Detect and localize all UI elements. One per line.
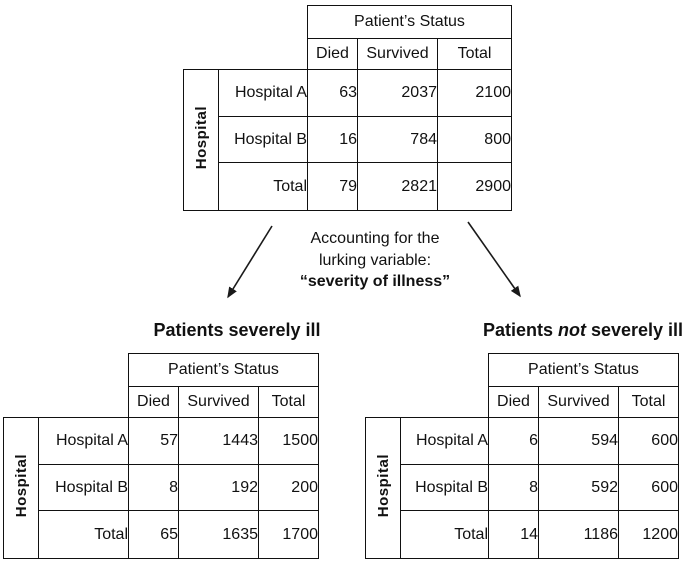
row-axis-label-text: Hospital [192, 105, 210, 170]
col-header-died: Died [128, 386, 179, 418]
cell-hospital-a-total: 600 [618, 417, 679, 465]
blank-corner [4, 387, 129, 418]
not-severe-table-title: Patients not severely ill [483, 320, 683, 340]
cell-total-died: 65 [128, 510, 179, 559]
annotation-line-3: “severity of illness” [299, 273, 451, 290]
cell-hospital-a-survived: 2037 [357, 69, 438, 117]
blank-corner [366, 387, 489, 418]
cell-hospital-a-died: 6 [488, 417, 539, 465]
col-header-total: Total [437, 38, 512, 70]
cell-total-died: 14 [488, 510, 539, 559]
cell-hospital-a-total: 1500 [258, 417, 319, 465]
cell-hospital-b-total: 200 [258, 464, 319, 511]
col-header-survived: Survived [178, 386, 259, 418]
cell-hospital-a-died: 57 [128, 417, 179, 465]
severe-table-block: Patient’s Status Died Survived Total Hos… [3, 353, 319, 559]
cell-grand-total: 1700 [258, 510, 319, 559]
cell-hospital-b-survived: 592 [538, 464, 619, 511]
cell-hospital-a-total: 2100 [437, 69, 512, 117]
col-header-total: Total [258, 386, 319, 418]
row-label-hospital-a: Hospital A [400, 417, 489, 465]
lurking-variable-annotation: Accounting for the lurking variable: “se… [300, 228, 450, 293]
row-label-hospital-b: Hospital B [218, 116, 308, 163]
cell-grand-total: 2900 [437, 162, 512, 211]
right-arrow [467, 221, 521, 298]
col-header-died: Died [488, 386, 539, 418]
row-axis-label-hospital: Hospital [3, 417, 39, 559]
group-header-patients-status: Patient’s Status [128, 353, 319, 387]
row-axis-label-hospital: Hospital [183, 69, 219, 211]
group-header-patients-status: Patient’s Status [307, 5, 512, 39]
col-header-total: Total [618, 386, 679, 418]
cell-hospital-b-died: 16 [307, 116, 358, 163]
annotation-line-1: Accounting for the [310, 230, 440, 247]
title-emphasis-not: not [557, 320, 586, 340]
col-header-survived: Survived [538, 386, 619, 418]
cell-hospital-b-survived: 192 [178, 464, 259, 511]
cell-hospital-b-died: 8 [128, 464, 179, 511]
row-label-hospital-b: Hospital B [38, 464, 129, 511]
arrows-layer [227, 221, 521, 299]
severe-table-title: Patients severely ill [153, 320, 321, 340]
title-post: severely ill [585, 320, 684, 340]
left-arrow [227, 225, 273, 299]
group-header-patients-status: Patient’s Status [488, 353, 679, 387]
not-severe-table-block: Patient’s Status Died Survived Total Hos… [365, 353, 679, 559]
cell-hospital-b-total: 800 [437, 116, 512, 163]
row-label-total: Total [400, 510, 489, 559]
cell-hospital-a-survived: 1443 [178, 417, 259, 465]
cell-total-died: 79 [307, 162, 358, 211]
row-axis-label-text: Hospital [374, 453, 392, 518]
row-label-hospital-b: Hospital B [400, 464, 489, 511]
cell-grand-total: 1200 [618, 510, 679, 559]
row-label-total: Total [38, 510, 129, 559]
col-header-survived: Survived [357, 38, 438, 70]
col-header-died: Died [307, 38, 358, 70]
cell-total-survived: 2821 [357, 162, 438, 211]
overall-table-block: Patient’s Status Died Survived Total Hos… [183, 5, 512, 211]
cell-total-survived: 1635 [178, 510, 259, 559]
cell-hospital-b-survived: 784 [357, 116, 438, 163]
severe-contingency-table: Patient’s Status Died Survived Total Hos… [3, 353, 319, 559]
blank-corner [184, 6, 308, 39]
row-axis-label-hospital: Hospital [365, 417, 401, 559]
annotation-line-2: lurking variable: [318, 251, 432, 269]
not-severe-contingency-table: Patient’s Status Died Survived Total Hos… [365, 353, 679, 559]
blank-corner [184, 39, 308, 70]
overall-contingency-table: Patient’s Status Died Survived Total Hos… [183, 5, 512, 211]
row-label-total: Total [218, 162, 308, 211]
row-axis-label-text: Hospital [12, 453, 30, 518]
title-pre: Patients [482, 320, 558, 340]
row-label-hospital-a: Hospital A [218, 69, 308, 117]
cell-total-survived: 1186 [538, 510, 619, 559]
cell-hospital-a-survived: 594 [538, 417, 619, 465]
cell-hospital-b-total: 600 [618, 464, 679, 511]
row-label-hospital-a: Hospital A [38, 417, 129, 465]
blank-corner [366, 354, 489, 387]
cell-hospital-b-died: 8 [488, 464, 539, 511]
cell-hospital-a-died: 63 [307, 69, 358, 117]
blank-corner [4, 354, 129, 387]
